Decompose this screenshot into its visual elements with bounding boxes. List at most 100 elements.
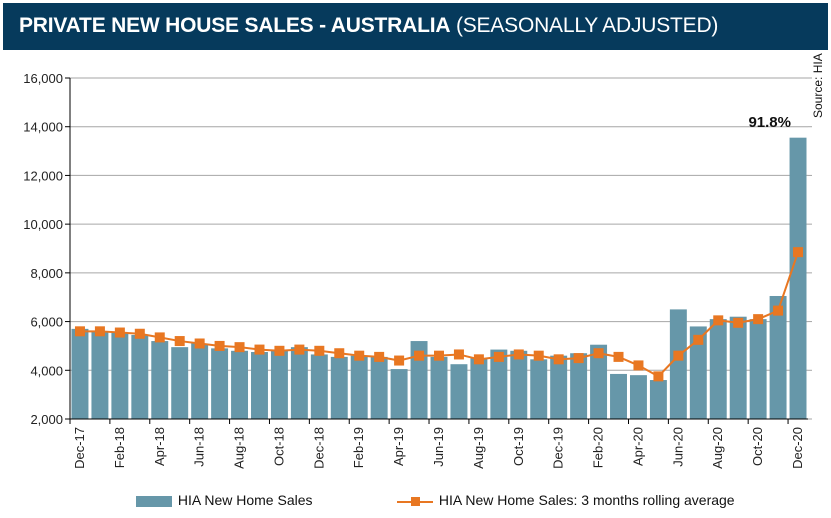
rolling-average-marker [294, 344, 305, 355]
rolling-average-marker [374, 351, 385, 362]
y-tick-label: 14,000 [23, 120, 63, 135]
rolling-average-marker [394, 355, 405, 366]
x-tick-label: Feb-19 [351, 427, 366, 468]
gridlines [70, 77, 808, 371]
rolling-average-marker [214, 340, 225, 351]
rolling-average-marker [74, 326, 85, 337]
rolling-average-marker [653, 371, 664, 382]
x-tick-label: Jun-19 [431, 427, 446, 467]
title-sub: (SEASONALLY ADJUSTED) [455, 14, 719, 37]
legend-bar-swatch [136, 495, 172, 507]
x-tick-label: Aug-19 [471, 427, 486, 469]
rolling-average-marker [94, 326, 105, 337]
x-tick-label: Aug-18 [232, 427, 247, 469]
annotation-label: 91.8% [748, 114, 791, 131]
y-tick-label: 8,000 [30, 266, 63, 281]
bar [171, 347, 189, 419]
x-tick-label: Oct-19 [511, 427, 526, 466]
rolling-average-marker [693, 334, 704, 345]
x-tick-label: Dec-20 [790, 427, 805, 469]
rolling-average-marker [314, 345, 325, 356]
rolling-average-marker [434, 350, 444, 361]
bar [450, 364, 468, 419]
bar [689, 326, 707, 419]
bar [629, 375, 647, 419]
bar [490, 349, 508, 419]
bar [91, 331, 109, 419]
rolling-average-marker [593, 348, 604, 359]
bar [131, 334, 149, 419]
bar [590, 344, 608, 419]
x-axis: Dec-17 Feb-18 Apr-18 Jun-18 Aug-18 Oct-18 Dec-… [69, 418, 808, 469]
legend-line-swatch [397, 496, 433, 507]
bar [669, 309, 687, 419]
rolling-average-marker [453, 349, 464, 360]
x-tick-label: Apr-18 [152, 427, 167, 466]
rolling-average-marker [513, 349, 524, 360]
rolling-average-marker [154, 332, 165, 343]
x-tick-label: Apr-20 [630, 427, 645, 466]
bar [729, 316, 747, 419]
x-tick-label: Dec-19 [551, 427, 566, 469]
x-tick-label: Dec-17 [72, 427, 87, 469]
y-tick-label: 4,000 [30, 363, 63, 378]
rolling-average-marker [274, 345, 285, 356]
bar [211, 348, 229, 419]
x-tick-label: Feb-18 [112, 427, 127, 468]
bar [709, 319, 727, 419]
bar [330, 356, 348, 419]
y-tick-label: 12,000 [23, 168, 63, 183]
bar [510, 350, 528, 419]
legend-item-bars: HIA New Home Sales [136, 492, 313, 508]
rolling-average-marker [194, 338, 205, 349]
bar [470, 358, 488, 419]
y-tick-label: 2,000 [30, 412, 63, 427]
bar [390, 369, 408, 419]
bar [430, 356, 448, 419]
legend-line-label: HIA New Home Sales: 3 months rolling ave… [438, 492, 735, 508]
y-tick-label: 6,000 [30, 315, 63, 330]
bar [111, 332, 129, 419]
rolling-average-marker [254, 344, 265, 355]
rolling-average-marker [553, 354, 564, 365]
chart-header: PRIVATE NEW HOUSE SALES - AUSTRALIA (SEA… [3, 3, 828, 50]
rolling-average-marker [114, 327, 125, 338]
bar [769, 295, 787, 419]
x-tick-label: Jun-20 [670, 427, 685, 467]
y-tick-label: 10,000 [23, 217, 63, 232]
rolling-average-marker [733, 317, 744, 328]
rolling-average-marker [713, 315, 724, 326]
bar [270, 350, 288, 419]
bar [649, 380, 667, 419]
rolling-average-marker [134, 328, 145, 339]
y-tick-label: 16,000 [23, 71, 63, 86]
bar [290, 347, 308, 419]
bar [570, 353, 588, 419]
rolling-average-marker [334, 348, 345, 359]
line-series [74, 247, 804, 382]
bar [610, 373, 627, 419]
x-tick-label: Jun-18 [192, 427, 207, 467]
bar [530, 359, 548, 419]
chart-title: PRIVATE NEW HOUSE SALES - AUSTRALIA (SEA… [19, 14, 718, 38]
rolling-average-marker [493, 351, 504, 362]
x-tick-label: Oct-20 [750, 427, 765, 466]
legend-bar-label: HIA New Home Sales [177, 492, 313, 508]
rolling-average-marker [793, 247, 804, 258]
bar [251, 352, 268, 419]
legend-item-line: HIA New Home Sales: 3 months rolling ave… [397, 492, 735, 508]
rolling-average-marker [753, 314, 764, 325]
x-tick-label: Dec-18 [311, 427, 326, 469]
rolling-average-marker [633, 360, 644, 371]
rolling-average-marker [673, 350, 684, 361]
rolling-average-marker [773, 305, 784, 316]
bar [71, 328, 89, 419]
source-label: Source: HIA [811, 53, 825, 118]
title-main: PRIVATE NEW HOUSE SALES - AUSTRALIA [19, 14, 451, 37]
rolling-average-marker [473, 354, 484, 365]
x-tick-label: Aug-20 [710, 427, 725, 469]
rolling-average-marker [174, 336, 185, 347]
rolling-average-marker [573, 353, 584, 364]
bar [191, 343, 209, 419]
rolling-average-marker [613, 351, 624, 362]
